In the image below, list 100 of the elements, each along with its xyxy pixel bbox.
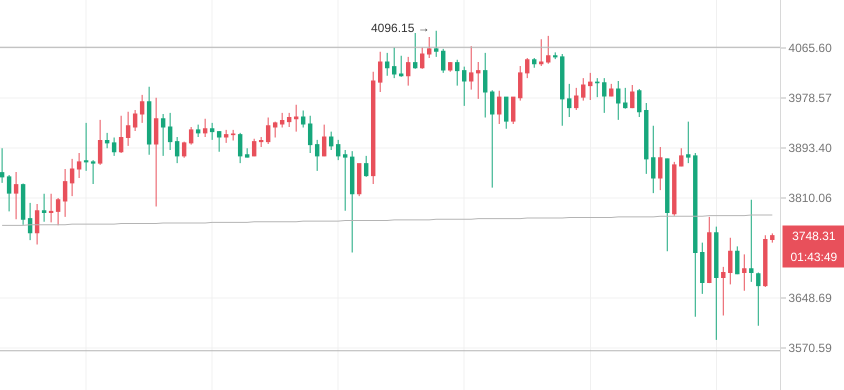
candlestick: [448, 62, 452, 72]
candlestick: [112, 137, 116, 156]
candlestick: [644, 102, 648, 174]
candlestick: [483, 52, 488, 118]
candlestick: [602, 78, 606, 114]
candlestick: [126, 111, 130, 146]
candlestick: [412, 32, 418, 70]
candlestick: [140, 94, 144, 124]
candlestick: [616, 80, 620, 120]
candlestick: [196, 124, 200, 138]
candlestick: [272, 121, 278, 138]
text: 01:43:49: [790, 250, 838, 264]
candlestick: [294, 104, 298, 132]
candlestick: [567, 83, 572, 118]
candlestick: [146, 86, 152, 156]
candlestick: [336, 139, 340, 161]
candlestick: [98, 119, 102, 166]
candlestick: [182, 141, 186, 158]
candlestick: [525, 58, 530, 79]
candlestick: [342, 149, 348, 212]
candlestick: [679, 148, 684, 168]
candlestick: [174, 136, 180, 164]
candlestick: [511, 96, 516, 124]
candlestick: [224, 129, 228, 144]
candlestick: [728, 237, 732, 285]
candlestick: [48, 193, 54, 223]
candlestick: [76, 152, 82, 179]
candlestick: [609, 83, 614, 98]
candlestick: [714, 226, 718, 340]
y-tick-label: 3648.69: [788, 291, 832, 306]
candlestick: [490, 90, 494, 188]
candlestick: [630, 84, 634, 109]
candlestick: [406, 56, 410, 86]
candlestick: [238, 132, 242, 164]
candlestick: [763, 234, 768, 288]
candlestick: [364, 155, 368, 178]
candlestick: [266, 117, 270, 145]
candlestick: [118, 115, 124, 154]
candlestick: [350, 150, 354, 254]
y-tick-label: 4065.60: [788, 41, 832, 56]
candlestick: [735, 246, 740, 275]
candlestick: [693, 152, 698, 318]
candlestick: [28, 202, 32, 241]
candlestick: [252, 138, 256, 158]
candlestick: [188, 126, 194, 146]
candlestick: [420, 47, 424, 70]
candlestick: [70, 158, 74, 197]
y-tick-label: 3978.57: [788, 91, 832, 106]
candlestick: [504, 96, 508, 130]
candlestick: [160, 114, 166, 156]
candlestick: [588, 72, 592, 101]
y-tick-label: 3570.59: [788, 341, 832, 356]
candlestick: [742, 254, 747, 292]
candlestick: [553, 52, 558, 60]
y-tick-label: 3893.40: [788, 141, 832, 156]
candlestick: [384, 52, 390, 76]
candlestick: [300, 110, 306, 128]
candlestick: [56, 197, 60, 226]
candlestick: [244, 148, 250, 158]
candlestick: [308, 115, 312, 154]
candlestick: [230, 129, 236, 141]
candlestick: [672, 161, 676, 216]
candlestick: [286, 112, 292, 128]
candlestick: [154, 97, 158, 207]
candlestick: [90, 160, 96, 185]
candlestick: [210, 122, 214, 140]
candlestick: [216, 130, 222, 152]
candlestick: [168, 112, 172, 150]
line-series: [2, 214, 773, 226]
candlestick: [721, 266, 726, 316]
candlestick: [62, 168, 68, 218]
candlestick: [700, 242, 704, 294]
candlestick: [595, 78, 600, 98]
candlestick: [104, 132, 110, 149]
candlestick: [770, 232, 775, 244]
candlestick: [370, 71, 376, 185]
candlestick: [658, 146, 662, 191]
candlestick: [623, 87, 628, 110]
candlestick: [434, 30, 438, 58]
candlestick: [426, 36, 432, 59]
candlestick: [392, 47, 396, 79]
text: 3748.31: [792, 229, 836, 243]
candlestick: [42, 193, 46, 222]
candlestick: [581, 78, 586, 102]
candlestick: [356, 162, 362, 197]
candlestick: [651, 125, 656, 194]
candlestick: [532, 58, 536, 68]
candlestick: [280, 112, 284, 128]
candlestick: [398, 55, 404, 78]
candlestick: [756, 272, 761, 326]
annotation: 4096.15 →: [371, 21, 430, 35]
candlestick: [34, 204, 40, 245]
candlestick: [0, 148, 4, 184]
y-tick-label: 3810.06: [788, 191, 832, 206]
candlestick: [497, 90, 502, 124]
candlestick: [476, 62, 480, 100]
candlestick: [378, 51, 382, 92]
candlestick: [518, 66, 522, 102]
candlestick: [686, 121, 690, 164]
candlestick: [455, 59, 460, 86]
